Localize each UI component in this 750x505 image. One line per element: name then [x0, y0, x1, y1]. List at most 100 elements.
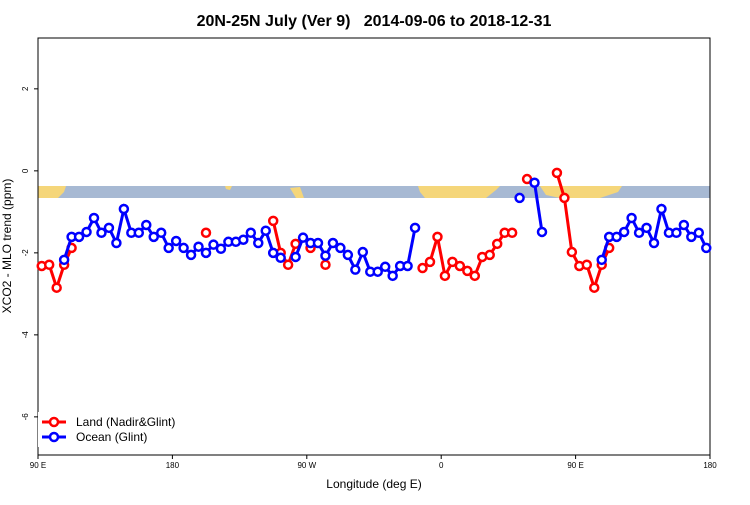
point	[379, 261, 391, 273]
point	[103, 222, 115, 234]
point	[43, 259, 55, 270]
point	[118, 203, 130, 215]
point	[200, 247, 212, 259]
point	[327, 237, 339, 249]
point	[656, 203, 667, 215]
point	[245, 227, 257, 239]
point	[596, 254, 607, 266]
legend-marker	[48, 416, 60, 428]
series	[58, 177, 712, 282]
point	[529, 177, 540, 188]
point	[402, 260, 413, 272]
point	[238, 234, 249, 245]
y-tick-label: 0	[21, 168, 30, 173]
point	[320, 250, 331, 261]
point	[357, 246, 369, 258]
point	[409, 222, 421, 234]
point	[693, 227, 705, 239]
point	[506, 227, 518, 239]
point	[350, 264, 361, 275]
point	[253, 237, 264, 249]
point	[133, 227, 145, 239]
point	[58, 254, 70, 266]
point	[469, 270, 481, 282]
point	[111, 237, 122, 249]
legend-marker	[48, 431, 60, 443]
point	[536, 226, 548, 238]
point	[73, 231, 85, 243]
series	[36, 167, 615, 293]
point	[417, 262, 428, 274]
point	[342, 249, 354, 261]
point	[484, 249, 495, 261]
point	[462, 265, 473, 277]
point	[491, 238, 503, 250]
point	[215, 243, 227, 255]
point	[267, 215, 279, 227]
point	[447, 256, 458, 268]
point	[611, 231, 622, 243]
point	[193, 241, 204, 252]
chart-title: 20N-25N July (Ver 9) 2014-09-06 to 2018-…	[197, 13, 552, 30]
land-strip	[225, 186, 304, 198]
point	[678, 219, 690, 231]
point	[178, 242, 189, 254]
point	[432, 231, 443, 243]
point	[671, 227, 682, 239]
point	[290, 251, 301, 263]
legend: Land (Nadir&Glint)Ocean (Glint)	[38, 412, 182, 447]
point	[686, 231, 697, 243]
point	[454, 260, 466, 272]
point	[372, 266, 383, 277]
point	[51, 282, 62, 293]
x-tick-label: 90 E	[567, 461, 583, 470]
point	[297, 232, 309, 243]
point	[618, 226, 630, 238]
point	[589, 282, 600, 293]
point	[260, 225, 271, 236]
legend-label: Land (Nadir&Glint)	[76, 415, 175, 429]
point	[641, 222, 652, 234]
x-tick-label: 0	[439, 461, 444, 470]
map-strip	[38, 186, 710, 198]
y-tick-label: -2	[21, 249, 30, 257]
point	[208, 239, 219, 250]
point	[559, 192, 570, 204]
point	[185, 249, 197, 261]
y-axis-label: XCO2 - MLO trend (ppm)	[0, 179, 14, 314]
point	[551, 167, 563, 179]
point	[387, 270, 398, 282]
x-tick-label: 90 W	[297, 461, 316, 470]
point	[514, 192, 525, 204]
x-tick-label: 90 E	[30, 461, 46, 470]
point	[701, 242, 712, 254]
point	[267, 247, 279, 259]
y-tick-label: 2	[21, 86, 30, 91]
point	[141, 219, 152, 231]
point	[312, 237, 324, 249]
land-strip	[418, 186, 500, 198]
line	[533, 182, 544, 233]
point	[424, 256, 436, 268]
y-tick-label: -4	[21, 331, 30, 339]
point	[282, 259, 294, 270]
point	[581, 259, 593, 270]
point	[566, 246, 578, 258]
point	[170, 235, 182, 247]
point	[648, 237, 660, 249]
point	[148, 231, 159, 243]
x-tick-label: 180	[166, 461, 180, 470]
y-tick-label: -6	[21, 413, 30, 421]
x-tick-label: 180	[703, 461, 717, 470]
point	[88, 212, 100, 224]
x-axis-label: Longitude (deg E)	[326, 477, 421, 491]
point	[439, 270, 451, 282]
point	[633, 227, 645, 239]
legend-label: Ocean (Glint)	[76, 430, 147, 444]
point	[200, 227, 212, 239]
point	[626, 212, 637, 224]
point	[96, 227, 107, 239]
land-strip	[38, 186, 66, 198]
point	[81, 226, 92, 238]
